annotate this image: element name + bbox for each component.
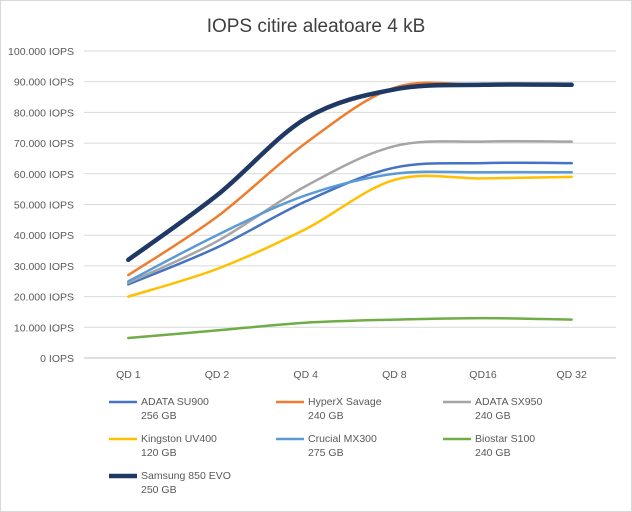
legend-item: HyperX Savage 240 GB [276,396,382,422]
y-tick-label: 80.000 IOPS [14,107,74,119]
y-tick-label: 50.000 IOPS [14,200,74,212]
x-tick-label: QD 1 [116,369,141,381]
y-tick-label: 70.000 IOPS [14,138,74,150]
legend-label: ADATA SU900 [141,396,209,408]
series-lines [126,81,574,340]
gridlines [84,50,616,359]
x-tick-label: QD 8 [382,369,407,381]
series-line [127,174,573,298]
legend-label: Crucial MX300 [308,433,377,445]
legend-label: Biostar S100 [475,433,535,445]
legend-item: ADATA SX950 240 GB [443,396,542,422]
legend-label: Samsung 850 EVO [141,470,231,482]
y-tick-label: 30.000 IOPS [14,261,74,273]
legend-capacity: 275 GB [308,447,344,459]
legend-label: Kingston UV400 [141,433,217,445]
y-tick-label: 20.000 IOPS [14,292,74,304]
legend-item: Samsung 850 EVO 250 GB [109,470,231,496]
legend-capacity: 250 GB [141,484,177,496]
y-tick-label: 100.000 IOPS [8,46,74,58]
legend-item: Crucial MX300 275 GB [276,433,377,459]
y-tick-label: 10.000 IOPS [14,322,74,334]
legend-capacity: 240 GB [475,447,511,459]
x-tick-label: QD 32 [556,369,587,381]
y-tick-label: 90.000 IOPS [14,77,74,89]
y-tick-label: 60.000 IOPS [14,169,74,181]
series-line [126,82,574,263]
series-line [127,170,573,283]
legend-item: Kingston UV400 120 GB [109,433,217,459]
y-tick-label: 0 IOPS [40,353,74,365]
x-axis-tick-labels: QD 1 QD 2 QD 4 QD 8 QD16 QD 32 [116,369,587,381]
series-line [127,316,573,340]
legend-capacity: 120 GB [141,447,177,459]
legend-capacity: 240 GB [308,410,344,422]
x-tick-label: QD16 [469,369,497,381]
legend-capacity: 240 GB [475,410,511,422]
legend-item: ADATA SU900 256 GB [109,396,209,422]
x-tick-label: QD 2 [205,369,230,381]
x-tick-label: QD 4 [293,369,318,381]
series-line [127,139,573,285]
legend-item: Biostar S100 240 GB [443,433,535,459]
y-tick-label: 40.000 IOPS [14,230,74,242]
y-axis-tick-labels: 0 IOPS 10.000 IOPS 20.000 IOPS 30.000 IOPS 4… [8,46,74,365]
chart-title: IOPS citire aleatoare 4 kB [207,16,426,37]
legend-label: ADATA SX950 [475,396,542,408]
legend-capacity: 256 GB [141,410,177,422]
legend-label: HyperX Savage [308,396,382,408]
